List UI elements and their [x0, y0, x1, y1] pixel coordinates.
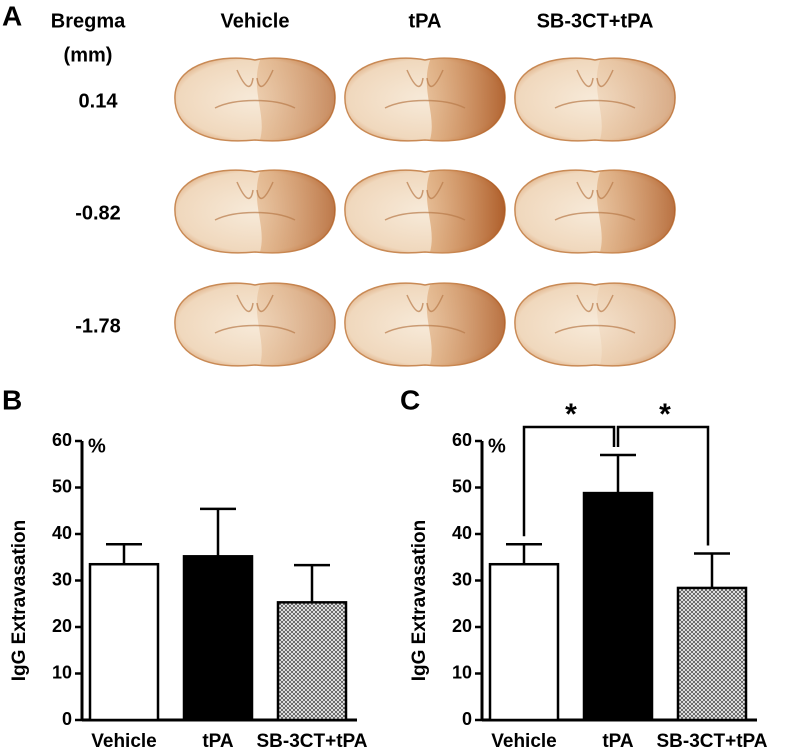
- y-tick-label: 20: [52, 616, 72, 636]
- row-label: -1.78: [75, 315, 121, 337]
- y-tick-label: 40: [52, 523, 72, 543]
- brain-section: [514, 57, 676, 142]
- ventricle: [384, 181, 466, 221]
- stain: [256, 283, 336, 366]
- panel-label: B: [2, 384, 22, 415]
- significance-bracket: [616, 425, 710, 546]
- stain: [426, 58, 506, 141]
- stain: [596, 170, 676, 253]
- brain-section: [174, 169, 336, 254]
- column-header: SB-3CT+tPA: [537, 10, 654, 32]
- ventricle: [554, 294, 636, 334]
- y-tick-label: 50: [52, 476, 72, 496]
- ventricle: [384, 69, 466, 109]
- bar: [276, 601, 348, 722]
- row-label: -0.82: [75, 202, 121, 224]
- stain: [596, 283, 676, 366]
- significance-marker: *: [565, 398, 577, 431]
- y-tick-label: 20: [452, 616, 472, 636]
- stain: [256, 58, 336, 141]
- panel-label: C: [400, 384, 420, 415]
- significance-bracket: [522, 425, 616, 537]
- y-tick-label: 30: [452, 569, 472, 589]
- bar: [182, 555, 254, 722]
- ventricle: [384, 294, 466, 334]
- y-tick-label: 10: [452, 662, 472, 682]
- brain-section: [344, 282, 506, 367]
- row-label: 0.14: [79, 90, 119, 112]
- brain-section: [174, 282, 336, 367]
- ventricle: [214, 69, 296, 109]
- ventricle: [214, 294, 296, 334]
- unit-label: %: [488, 435, 506, 457]
- y-tick-label: 30: [52, 569, 72, 589]
- column-header: Vehicle: [221, 10, 290, 32]
- x-tick-label: Vehicle: [491, 731, 557, 752]
- panel-label: A: [2, 0, 22, 31]
- significance-marker: *: [659, 398, 671, 431]
- y-tick-label: 0: [62, 709, 72, 729]
- column-header: tPA: [409, 10, 442, 32]
- ventricle: [214, 181, 296, 221]
- stain: [426, 283, 506, 366]
- ventricle: [554, 181, 636, 221]
- brain-section: [344, 57, 506, 142]
- y-tick-label: 10: [52, 662, 72, 682]
- brain-section: [514, 169, 676, 254]
- unit-label: %: [88, 435, 106, 457]
- brain-section: [344, 169, 506, 254]
- y-tick-label: 40: [452, 523, 472, 543]
- stain: [426, 170, 506, 253]
- bar: [676, 586, 748, 722]
- y-axis-label: IgG Extravasation: [9, 520, 30, 682]
- ventricle: [554, 69, 636, 109]
- row-header: (mm): [64, 44, 113, 66]
- stain: [596, 58, 676, 141]
- x-tick-label: SB-3CT+tPA: [256, 731, 367, 752]
- x-tick-label: tPA: [602, 731, 634, 752]
- stain: [256, 170, 336, 253]
- y-tick-label: 50: [452, 476, 472, 496]
- y-tick-label: 0: [462, 709, 472, 729]
- y-tick-label: 60: [52, 430, 72, 450]
- brain-section: [514, 282, 676, 367]
- y-axis-label: IgG Extravasation: [409, 520, 430, 682]
- bar: [488, 562, 560, 722]
- bar: [88, 562, 160, 722]
- bar: [582, 491, 654, 722]
- y-tick-label: 60: [452, 430, 472, 450]
- row-header: Bregma: [51, 10, 126, 32]
- x-tick-label: tPA: [202, 731, 234, 752]
- x-tick-label: Vehicle: [91, 731, 157, 752]
- x-tick-label: SB-3CT+tPA: [656, 731, 767, 752]
- brain-section: [174, 57, 336, 142]
